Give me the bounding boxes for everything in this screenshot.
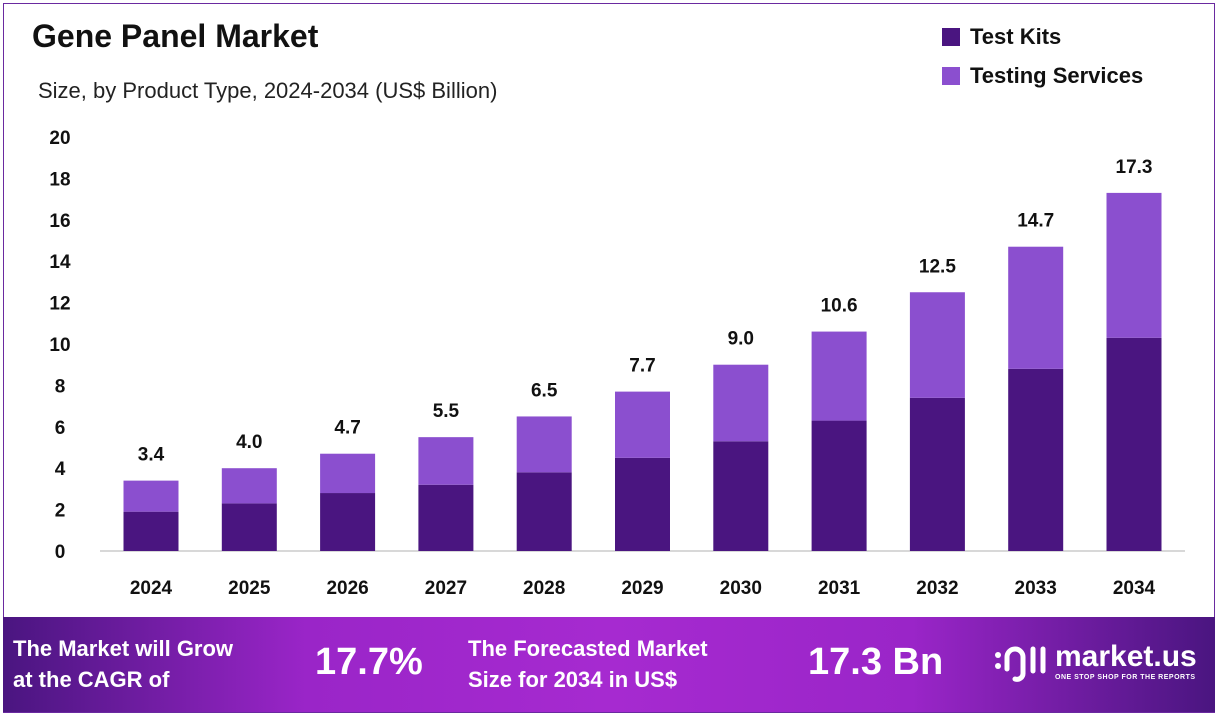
total-label: 10.6 [821,296,858,317]
logo-name: market.us [1055,639,1197,673]
bar-test-kits [1008,368,1064,551]
y-tick-label: 14 [49,252,71,273]
x-tick-label: 2031 [818,578,861,599]
bar-testing-services [615,391,670,458]
legend-label: Testing Services [970,63,1144,88]
bar-test-kits [320,493,376,551]
bar-testing-services [123,480,179,512]
y-tick-label: 16 [49,211,70,232]
total-label: 3.4 [138,445,165,466]
legend-item-test-kits: Test Kits [942,24,1143,50]
chart-title: Gene Panel Market [32,18,319,54]
bar-test-kits [123,511,179,551]
x-tick-label: 2033 [1015,578,1057,599]
bar-testing-services [811,331,867,421]
total-label: 14.7 [1017,211,1054,232]
bar-test-kits [713,441,769,551]
forecast-label-line: Size for 2034 in US$ [468,667,678,692]
cagr-value: 17.7% [315,641,423,683]
bar-test-kits [615,457,670,551]
bar-test-kits [811,420,867,551]
legend: Test Kits Testing Services [942,24,1143,102]
legend-item-testing-services: Testing Services [942,63,1143,89]
logo-tagline: ONE STOP SHOP FOR THE REPORTS [1055,673,1196,681]
x-tick-label: 2026 [326,578,368,599]
bar-test-kits [909,397,965,551]
total-label: 12.5 [919,256,956,277]
total-label: 4.0 [236,432,262,453]
cagr-label-line: at the CAGR of [13,667,170,692]
x-tick-label: 2032 [916,578,958,599]
bar-test-kits [221,503,277,551]
bar-test-kits [1106,337,1162,551]
chart-subtitle: Size, by Product Type, 2024-2034 (US$ Bi… [38,78,498,103]
bar-testing-services [418,437,474,485]
x-tick-label: 2028 [523,578,565,599]
x-tick-label: 2034 [1113,578,1156,599]
total-label: 4.7 [334,418,360,439]
x-tick-label: 2024 [130,578,173,599]
forecast-label: The Forecasted Market Size for 2034 in US… [468,633,708,695]
bar-test-kits [418,484,474,551]
y-tick-label: 6 [55,418,66,439]
bar-testing-services [221,468,277,504]
bar-test-kits [516,472,572,551]
cagr-label-line: The Market will Grow [13,636,234,661]
bar-testing-services [909,292,965,398]
x-tick-label: 2029 [621,578,663,599]
total-label: 17.3 [1116,157,1153,178]
y-tick-label: 12 [49,294,70,315]
y-tick-label: 10 [49,335,70,356]
y-tick-label: 0 [55,542,66,563]
total-label: 9.0 [728,329,754,350]
y-tick-label: 4 [55,459,66,480]
bar-testing-services [1106,192,1162,338]
frame [3,3,1215,713]
bar-testing-services [516,416,572,473]
cagr-label: The Market will Grow at the CAGR of [13,633,233,695]
bar-testing-services [320,453,376,494]
y-tick-label: 8 [55,376,66,397]
legend-swatch [942,28,960,46]
forecast-label-line: The Forecasted Market [468,636,708,661]
x-tick-label: 2027 [425,578,467,599]
total-label: 7.7 [629,356,655,377]
x-tick-label: 2025 [228,578,271,599]
bar-chart: 0 2 4 6 8 10 12 14 16 18 20 3.4 2024 4.0 2025 4.7 2026 5.… [49,128,1185,599]
logo-icon [995,646,1046,682]
market-us-logo: market.us ONE STOP SHOP FOR THE REPORTS [993,639,1197,683]
legend-swatch [942,67,960,85]
footer-banner: The Market will Grow at the CAGR of 17.7%… [3,617,1215,712]
y-tick-label: 20 [49,128,70,149]
legend-label: Test Kits [970,24,1062,49]
bar-testing-services [1008,246,1064,369]
bar-testing-services [713,364,769,442]
y-tick-label: 18 [49,169,70,190]
total-label: 5.5 [433,401,460,422]
total-label: 6.5 [531,380,558,401]
y-tick-label: 2 [55,501,66,522]
forecast-value: 17.3 Bn [808,641,944,683]
x-tick-label: 2030 [720,578,762,599]
